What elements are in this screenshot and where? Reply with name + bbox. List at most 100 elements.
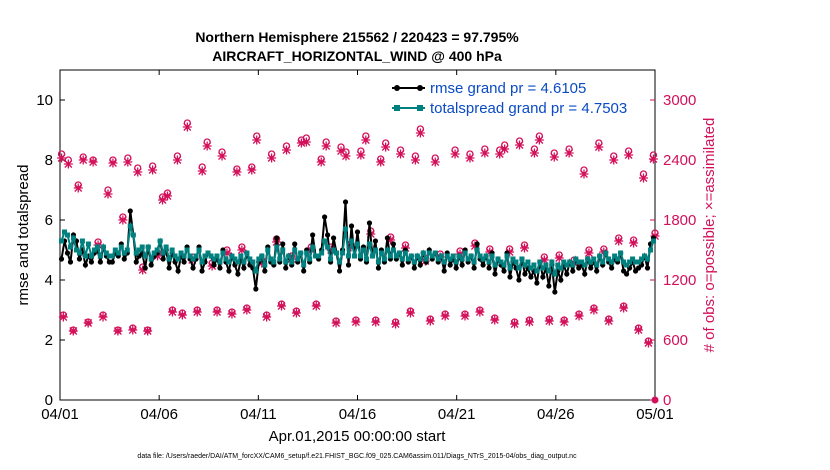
rmse-point xyxy=(336,268,343,274)
rmse-point xyxy=(564,271,570,277)
obs-assimilated-point xyxy=(83,318,93,328)
spread-point xyxy=(142,253,148,259)
obs-assimilated-point xyxy=(594,142,604,152)
spread-point xyxy=(411,259,417,265)
rmse-point xyxy=(441,268,447,274)
obs-assimilated-point xyxy=(311,301,321,311)
spread-point xyxy=(546,268,552,274)
rmse-point xyxy=(274,235,280,241)
obs-assimilated-point xyxy=(167,307,177,317)
rmse-point xyxy=(262,268,268,274)
obs-assimilated-point xyxy=(123,157,133,167)
obs-assimilated-point xyxy=(331,318,341,328)
obs-assimilated-point xyxy=(475,307,485,317)
obs-assimilated-point xyxy=(604,316,614,326)
spread-point xyxy=(355,241,360,247)
obs-assimilated-point xyxy=(415,128,425,138)
spread-point xyxy=(375,259,381,265)
rmse-point xyxy=(459,262,465,268)
spread-point xyxy=(298,250,304,256)
spread-point xyxy=(636,259,642,265)
y-left-tick-label: 0 xyxy=(45,392,53,409)
obs-assimilated-point xyxy=(316,157,326,167)
spread-point xyxy=(519,256,525,262)
obs-assimilated-point xyxy=(108,158,118,168)
spread-point xyxy=(630,256,636,262)
spread-point xyxy=(474,247,480,253)
obs-assimilated-point xyxy=(257,258,267,268)
spread-point xyxy=(106,253,112,259)
spread-point xyxy=(235,259,241,265)
spread-point xyxy=(226,259,232,265)
obs-assimilated-point xyxy=(460,311,470,321)
obs-assimilated-point xyxy=(495,149,505,159)
rmse-point xyxy=(582,271,588,277)
obs-assimilated-point xyxy=(227,309,237,319)
rmse-point xyxy=(67,259,74,265)
obs-assimilated-point xyxy=(222,248,232,258)
y-right-tick-label: 2400 xyxy=(663,152,696,169)
rmse-point xyxy=(534,280,540,286)
obs-assimilated-point xyxy=(648,154,658,164)
obs-assimilated-point xyxy=(465,153,475,163)
spread-point xyxy=(642,253,648,259)
obs-assimilated-point xyxy=(262,312,272,322)
spread-point xyxy=(103,250,109,256)
obs-assimilated-point xyxy=(138,265,148,275)
obs-assimilated-point xyxy=(58,312,68,322)
x-tick-label: 04/16 xyxy=(339,406,377,423)
obs-assimilated-point xyxy=(192,307,202,317)
spread-point xyxy=(184,247,190,253)
spread-point xyxy=(537,259,543,265)
x-tick-label: 04/21 xyxy=(438,406,476,423)
obs-assimilated-point xyxy=(212,307,222,317)
obs-assimilated-point xyxy=(554,253,564,263)
spread-point xyxy=(594,262,600,268)
obs-assimilated-point xyxy=(78,155,88,165)
spread-point xyxy=(253,268,259,274)
rmse-point xyxy=(546,283,552,289)
legend-spread-label: totalspread grand pr = 4.7503 xyxy=(430,100,627,117)
obs-assimilated-point xyxy=(113,326,123,336)
spread-point xyxy=(510,256,516,262)
rmse-point xyxy=(148,262,154,268)
spread-point xyxy=(405,256,411,262)
spread-point xyxy=(250,259,256,265)
spread-point xyxy=(447,256,453,262)
spread-point xyxy=(238,253,244,259)
spread-point xyxy=(366,241,372,247)
spread-point xyxy=(423,256,429,262)
spread-point xyxy=(579,259,585,265)
spread-point xyxy=(363,256,369,262)
spread-point xyxy=(139,244,145,250)
spread-point xyxy=(645,256,651,262)
spread-point xyxy=(292,247,298,253)
spread-point xyxy=(378,250,384,256)
obs-assimilated-point xyxy=(614,236,624,246)
rmse-point xyxy=(609,265,615,271)
obs-assimilated-point xyxy=(396,149,406,159)
obs-assimilated-point xyxy=(574,311,584,321)
rmse-point xyxy=(471,265,477,271)
obs-assimilated-point xyxy=(440,311,450,321)
rmse-point xyxy=(447,262,453,268)
spread-point xyxy=(414,253,420,259)
rmse-point xyxy=(354,229,361,235)
spread-point xyxy=(381,256,387,262)
spread-point xyxy=(591,256,597,262)
rmse-point xyxy=(280,241,286,247)
x-tick-label: 05/01 xyxy=(636,406,674,423)
spread-point xyxy=(525,259,531,265)
spread-point xyxy=(160,250,166,256)
y-right-tick-label: 3000 xyxy=(663,92,696,109)
rmse-point xyxy=(348,223,355,229)
rmse-point xyxy=(375,265,382,271)
y-left-tick-label: 10 xyxy=(36,92,53,109)
obs-assimilated-point xyxy=(629,238,639,248)
legend-spread-marker-left xyxy=(394,105,400,111)
legend-spread-marker-right xyxy=(417,105,423,111)
rmse-point xyxy=(217,265,223,271)
obs-assimilated-point xyxy=(321,141,331,151)
chart-title-line1: Northern Hemisphere 215562 / 220423 = 97… xyxy=(195,29,519,45)
